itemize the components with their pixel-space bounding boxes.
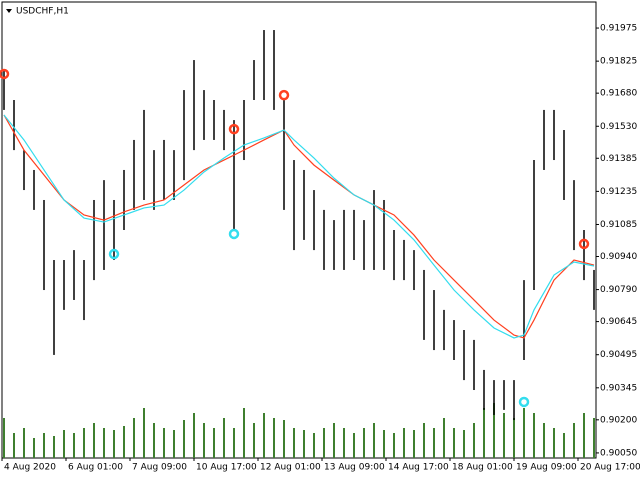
volume-bar <box>423 423 425 458</box>
volume-bar <box>503 413 505 458</box>
volume-bar <box>133 418 135 458</box>
volume-bar <box>183 420 185 458</box>
y-tick-label: 0.90495 <box>600 350 637 360</box>
volume-bar <box>283 420 285 458</box>
chart-title: USDCHF,H1 <box>16 7 69 17</box>
volume-bar <box>53 436 55 458</box>
x-tick-label: 13 Aug 09:00 <box>324 463 385 473</box>
x-tick-label: 18 Aug 01:00 <box>452 463 513 473</box>
y-tick-label: 0.90790 <box>600 285 637 295</box>
volume-bar <box>363 428 365 458</box>
y-tick-label: 0.91680 <box>600 89 637 99</box>
volume-bar <box>293 428 295 458</box>
volume-bar <box>343 428 345 458</box>
signal-marker <box>518 396 530 408</box>
volume-bar <box>13 433 15 458</box>
y-tick-label: 0.90345 <box>600 383 637 393</box>
volume-bar <box>233 428 235 458</box>
signal-marker <box>228 228 240 240</box>
volume-bar <box>303 430 305 458</box>
volume-bar <box>513 418 515 458</box>
volume-bar <box>543 423 545 458</box>
moving-average <box>3 114 595 339</box>
volume-bar <box>173 430 175 458</box>
volume-bar <box>533 413 535 458</box>
volume-bar <box>103 428 105 458</box>
signal-marker <box>228 123 240 135</box>
x-tick-label: 12 Aug 01:00 <box>260 463 321 473</box>
volume-bar <box>193 413 195 458</box>
volume-bar <box>453 428 455 458</box>
volume-bar <box>353 433 355 458</box>
volume-bar <box>573 423 575 458</box>
x-tick-label: 10 Aug 17:00 <box>196 463 257 473</box>
volume-bar <box>323 428 325 458</box>
volume-bar <box>583 413 585 458</box>
volume-bar <box>383 430 385 458</box>
volume-bar <box>83 428 85 458</box>
volume-bar <box>243 408 245 458</box>
volume-bar <box>63 430 65 458</box>
volume-bar <box>403 428 405 458</box>
x-tick-label: 6 Aug 01:00 <box>68 463 123 473</box>
volume-bar <box>463 430 465 458</box>
volume-bar <box>313 433 315 458</box>
volume-bar <box>113 430 115 458</box>
y-tick-label: 0.90645 <box>600 317 637 327</box>
volume-bar <box>393 433 395 458</box>
volume-bar <box>3 418 5 458</box>
plot-frame <box>1 1 597 459</box>
volume-bar <box>493 403 495 458</box>
y-tick-label: 0.90050 <box>600 448 637 458</box>
volume-bar <box>123 426 125 458</box>
y-tick-label: 0.90200 <box>600 415 637 425</box>
volume-bar <box>203 423 205 458</box>
x-tick-label: 19 Aug 09:00 <box>516 463 577 473</box>
volume-bar <box>333 423 335 458</box>
volume-bar <box>473 423 475 458</box>
x-tick-label: 4 Aug 2020 <box>4 463 56 473</box>
volume-bar <box>523 408 525 458</box>
volume-bar <box>163 428 165 458</box>
volume-bar <box>33 438 35 458</box>
volume-bar <box>213 428 215 458</box>
volume-bar <box>433 428 435 458</box>
volume-bar <box>413 430 415 458</box>
volume-bar <box>443 418 445 458</box>
signal-marker <box>0 68 10 80</box>
volume-bar <box>143 408 145 458</box>
volume-bar <box>253 423 255 458</box>
y-tick-label: 0.91385 <box>600 154 637 164</box>
x-tick-label: 14 Aug 17:00 <box>388 463 449 473</box>
signal-marker <box>578 238 590 250</box>
volume-bar <box>553 428 555 458</box>
moving-average <box>3 114 595 339</box>
title-arrow[interactable] <box>6 9 12 13</box>
y-tick-label: 0.90940 <box>600 252 637 262</box>
y-tick-label: 0.91085 <box>600 220 637 230</box>
signal-marker <box>108 248 120 260</box>
volume-bar <box>483 408 485 458</box>
volume-bar <box>263 413 265 458</box>
y-tick-label: 0.91975 <box>600 24 637 34</box>
volume-bar <box>223 418 225 458</box>
volume-bar <box>23 428 25 458</box>
y-tick-label: 0.91530 <box>600 122 637 132</box>
volume-bar <box>593 418 595 458</box>
volume-bar <box>93 423 95 458</box>
volume-bar <box>373 423 375 458</box>
x-tick-label: 7 Aug 09:00 <box>132 463 187 473</box>
signal-marker <box>278 89 290 101</box>
volume-bar <box>43 433 45 458</box>
y-tick-label: 0.91235 <box>600 187 637 197</box>
volume-bar <box>273 418 275 458</box>
volume-bar <box>563 433 565 458</box>
volume-bar <box>153 423 155 458</box>
volume-bar <box>73 433 75 458</box>
x-tick-label: 20 Aug 17:00 <box>580 463 640 473</box>
y-tick-label: 0.91825 <box>600 57 637 67</box>
